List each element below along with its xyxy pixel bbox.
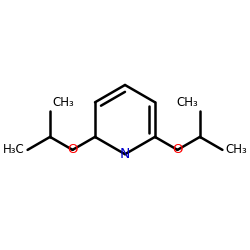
Text: CH₃: CH₃ xyxy=(226,144,248,156)
Text: CH₃: CH₃ xyxy=(52,96,74,109)
Text: N: N xyxy=(120,147,130,161)
Text: CH₃: CH₃ xyxy=(176,96,198,109)
Text: O: O xyxy=(172,144,183,156)
Text: O: O xyxy=(67,144,78,156)
Text: H₃C: H₃C xyxy=(2,144,24,156)
